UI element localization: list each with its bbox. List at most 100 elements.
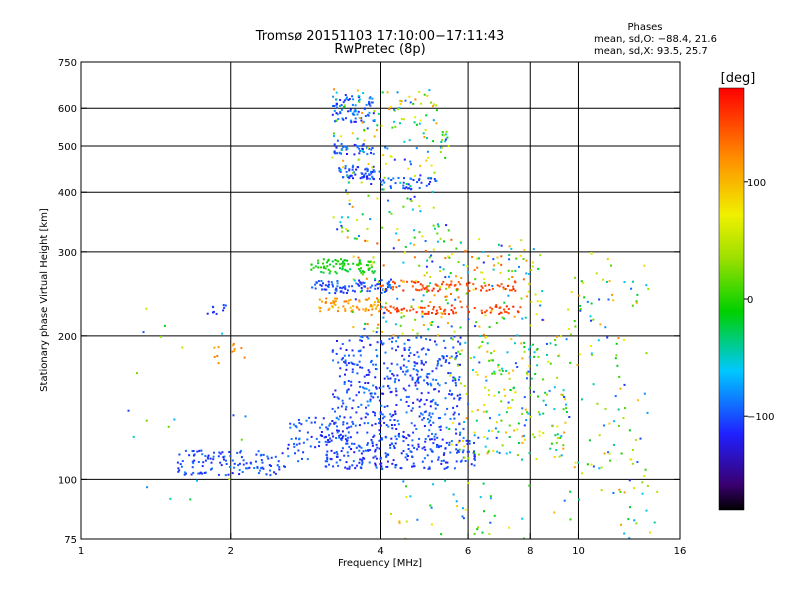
data-point <box>443 134 445 137</box>
data-point <box>498 313 501 315</box>
data-point <box>508 436 511 438</box>
data-point <box>372 456 375 459</box>
data-point <box>614 395 617 398</box>
data-point <box>395 340 398 343</box>
data-point <box>345 98 348 101</box>
data-point <box>232 344 235 347</box>
data-point <box>579 309 582 312</box>
data-point <box>435 379 438 381</box>
data-point <box>498 451 501 454</box>
data-point <box>569 490 572 493</box>
data-point <box>293 445 296 448</box>
data-point <box>183 471 186 474</box>
data-point <box>347 263 350 266</box>
data-point <box>358 268 361 271</box>
data-point <box>387 377 390 380</box>
data-point <box>379 433 381 435</box>
data-point <box>394 323 397 326</box>
data-point <box>383 288 385 291</box>
data-point <box>266 455 269 458</box>
data-point <box>430 254 433 257</box>
data-point <box>366 240 369 243</box>
data-point <box>437 417 440 420</box>
data-point <box>336 425 338 428</box>
data-point <box>358 279 361 282</box>
data-point <box>355 464 358 467</box>
data-point <box>467 402 469 405</box>
data-point <box>385 465 388 468</box>
data-point <box>503 317 506 320</box>
data-point <box>436 404 439 406</box>
data-point <box>527 370 530 373</box>
data-point <box>503 310 506 313</box>
data-point <box>351 168 354 171</box>
data-point <box>346 175 349 178</box>
data-point <box>317 266 320 269</box>
data-point <box>522 537 525 539</box>
data-point <box>390 286 392 289</box>
data-point <box>430 438 433 441</box>
data-point <box>528 273 531 275</box>
data-point <box>353 451 356 454</box>
data-point <box>346 153 348 155</box>
data-point <box>394 387 397 390</box>
data-point <box>511 276 514 278</box>
data-point <box>408 339 411 342</box>
data-point <box>567 308 570 311</box>
data-point <box>393 424 396 426</box>
data-point <box>404 389 407 392</box>
data-point <box>346 451 349 454</box>
data-point <box>428 466 431 469</box>
data-point <box>199 471 202 474</box>
data-point <box>422 417 425 420</box>
data-point <box>468 442 471 445</box>
data-point <box>489 521 492 524</box>
data-point <box>273 471 276 474</box>
data-point <box>415 380 418 383</box>
data-point <box>340 104 343 107</box>
data-point <box>342 146 345 149</box>
data-point <box>426 376 429 379</box>
data-point <box>598 298 601 301</box>
data-point <box>467 450 470 453</box>
data-point <box>376 341 379 344</box>
data-point <box>407 444 410 446</box>
data-point <box>379 424 382 427</box>
data-point <box>407 448 410 450</box>
data-point <box>418 264 421 267</box>
data-point <box>453 307 456 310</box>
data-point <box>405 453 408 456</box>
data-point <box>486 342 489 345</box>
data-point <box>614 357 617 360</box>
data-point <box>431 289 434 292</box>
data-point <box>450 253 453 256</box>
data-point <box>338 169 341 172</box>
data-point <box>443 310 446 313</box>
colorbar-tick-label: 0 <box>747 295 753 306</box>
data-point <box>375 129 378 132</box>
data-point <box>430 460 433 463</box>
data-point <box>532 261 535 264</box>
data-point <box>413 353 416 356</box>
data-point <box>574 325 577 328</box>
data-point <box>343 259 346 262</box>
data-point <box>510 338 513 341</box>
data-point <box>520 297 523 300</box>
data-point <box>331 350 334 353</box>
data-point <box>482 251 485 253</box>
data-point <box>453 330 456 333</box>
data-point <box>361 289 363 292</box>
data-point <box>327 259 330 262</box>
data-point <box>403 349 406 351</box>
data-point <box>347 388 350 391</box>
data-point <box>455 275 457 278</box>
data-point <box>358 259 361 262</box>
data-point <box>326 456 329 459</box>
data-point <box>358 235 360 237</box>
data-point <box>346 391 348 394</box>
data-point <box>222 456 225 459</box>
data-point <box>346 427 349 430</box>
data-point <box>363 128 366 131</box>
data-point <box>356 264 359 267</box>
data-point <box>482 482 485 485</box>
